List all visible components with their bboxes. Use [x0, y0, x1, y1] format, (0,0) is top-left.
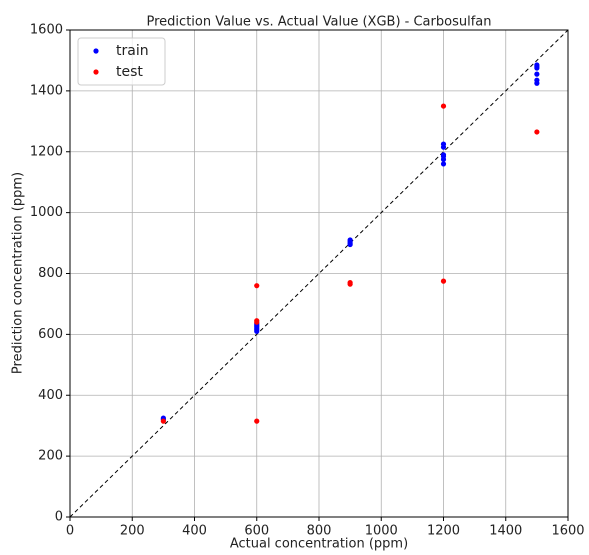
x-axis-label: Actual concentration (ppm)	[230, 537, 408, 552]
legend-label: test	[116, 64, 143, 80]
legend-label: train	[116, 43, 149, 59]
x-tick-label: 1400	[489, 524, 522, 539]
x-tick-label: 800	[307, 524, 332, 539]
legend-box	[77, 37, 166, 86]
x-tick-label: 1000	[365, 524, 398, 539]
point	[534, 62, 540, 68]
x-tick-label: 1200	[427, 524, 460, 539]
y-tick-label: 800	[38, 266, 63, 281]
y-tick-label: 200	[38, 449, 63, 464]
point	[440, 278, 447, 284]
legend-marker	[93, 69, 99, 75]
point	[440, 141, 447, 147]
point	[160, 418, 166, 424]
y-tick-label: 1400	[30, 83, 63, 98]
y-tick-label: 600	[38, 327, 63, 342]
point	[440, 161, 447, 167]
point	[534, 129, 540, 135]
x-tick-label: 400	[182, 524, 207, 539]
chart-title: Prediction Value vs. Actual Value (XGB) …	[147, 15, 492, 30]
plot-frame	[69, 29, 569, 518]
x-tick-label: 200	[120, 524, 145, 539]
x-tick-label: 1600	[551, 524, 584, 539]
y-tick-label: 1200	[30, 144, 63, 159]
x-tick-label: 0	[66, 524, 74, 539]
point	[534, 71, 540, 77]
point	[347, 237, 353, 243]
x-tick-label: 600	[244, 524, 269, 539]
y-tick-label: 1600	[30, 23, 63, 38]
point	[534, 77, 540, 83]
point	[440, 152, 447, 158]
legend-marker	[93, 48, 99, 54]
point	[347, 280, 353, 286]
y-tick-label: 0	[55, 510, 63, 525]
y-axis-label: Prediction concentration (ppm)	[11, 172, 26, 374]
point	[254, 283, 260, 289]
point	[440, 103, 447, 109]
point	[254, 418, 260, 424]
point	[254, 318, 260, 324]
y-tick-label: 400	[38, 388, 63, 403]
y-tick-label: 1000	[30, 205, 63, 220]
